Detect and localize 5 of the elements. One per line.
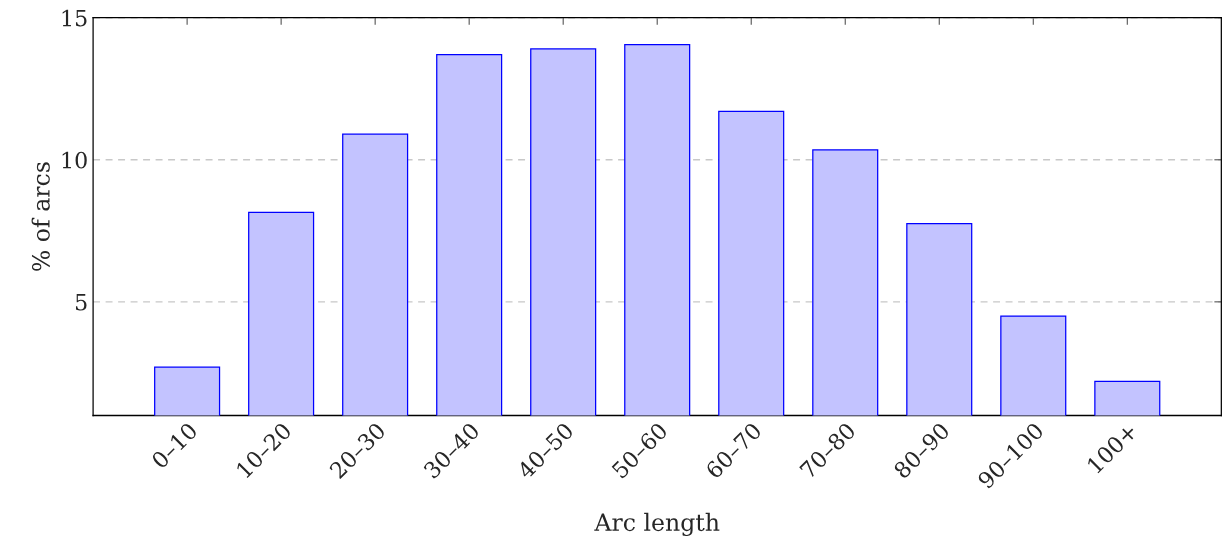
y-tick-label: 5	[75, 294, 87, 311]
y-tick-label: 15	[62, 9, 87, 27]
y-tick-label: 10	[62, 151, 87, 169]
y-axis-title: % of arcs	[31, 162, 50, 271]
x-axis-title: Arc length	[594, 512, 720, 537]
